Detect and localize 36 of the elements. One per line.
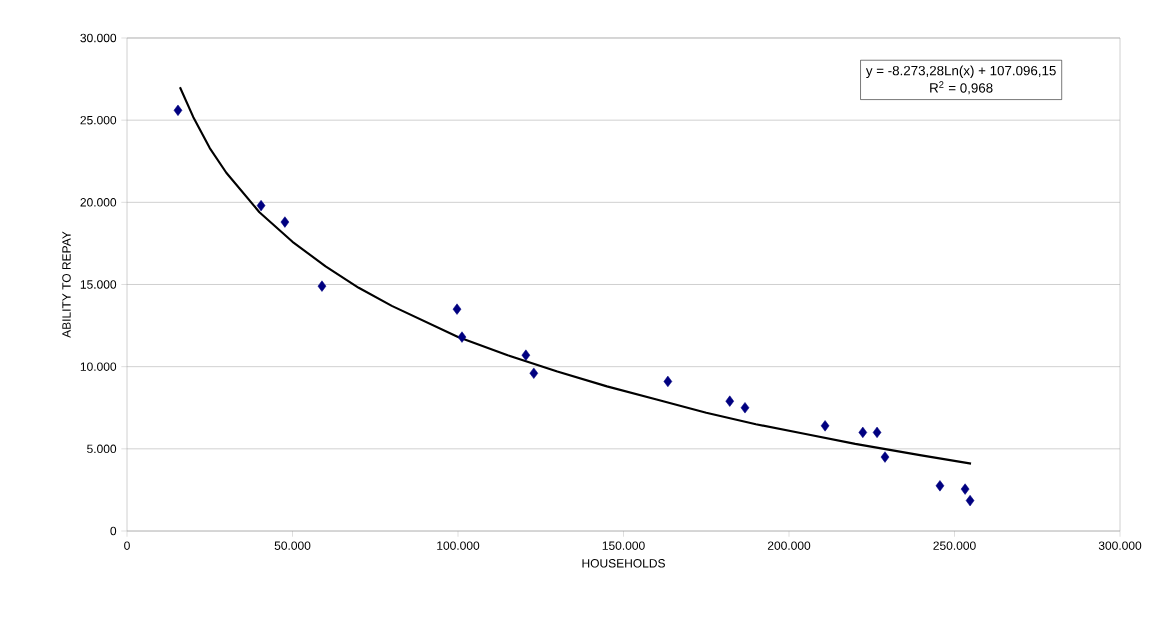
point — [457, 331, 467, 343]
y-tick-label: 0 — [110, 526, 117, 536]
point — [452, 303, 462, 315]
y-tick-label: 25.000 — [80, 115, 117, 125]
x-tick-label: 250.000 — [933, 541, 976, 550]
point — [529, 367, 539, 379]
y-tick-label: 15.000 — [80, 280, 117, 289]
y-tick-label: 30.000 — [80, 33, 117, 43]
point — [521, 349, 531, 361]
y-tick-label: 10.000 — [80, 362, 117, 371]
x-tick-label: 200.000 — [767, 541, 811, 550]
y-axis-title: ABILITY TO REPAY — [62, 231, 71, 338]
point — [725, 395, 735, 407]
point — [280, 216, 290, 228]
point — [317, 280, 327, 292]
x-tick-label: 100.000 — [437, 541, 480, 550]
x-tick-label: 300.000 — [1098, 541, 1142, 550]
x-tick-label: 150.000 — [602, 541, 645, 550]
point — [820, 420, 830, 432]
point — [960, 483, 970, 495]
annotation: R$^{2}$ = 0,968 — [930, 81, 993, 95]
y-tick-label: 5.000 — [87, 444, 117, 454]
point — [965, 494, 975, 507]
point — [858, 426, 868, 438]
y-tick-label: 20.000 — [80, 198, 117, 207]
annotation: y = -8.273,28Ln(x) + 107.096,15 — [865, 65, 1056, 78]
point — [173, 104, 183, 116]
x-tick-label: 0 — [124, 541, 130, 550]
point — [740, 402, 750, 414]
x-tick-label: 50.000 — [274, 541, 311, 550]
point — [872, 426, 882, 438]
point — [935, 480, 945, 492]
point — [880, 451, 890, 463]
point — [256, 200, 266, 212]
point — [663, 375, 673, 388]
x-axis-title: HOUSEHOLDS — [582, 559, 665, 568]
